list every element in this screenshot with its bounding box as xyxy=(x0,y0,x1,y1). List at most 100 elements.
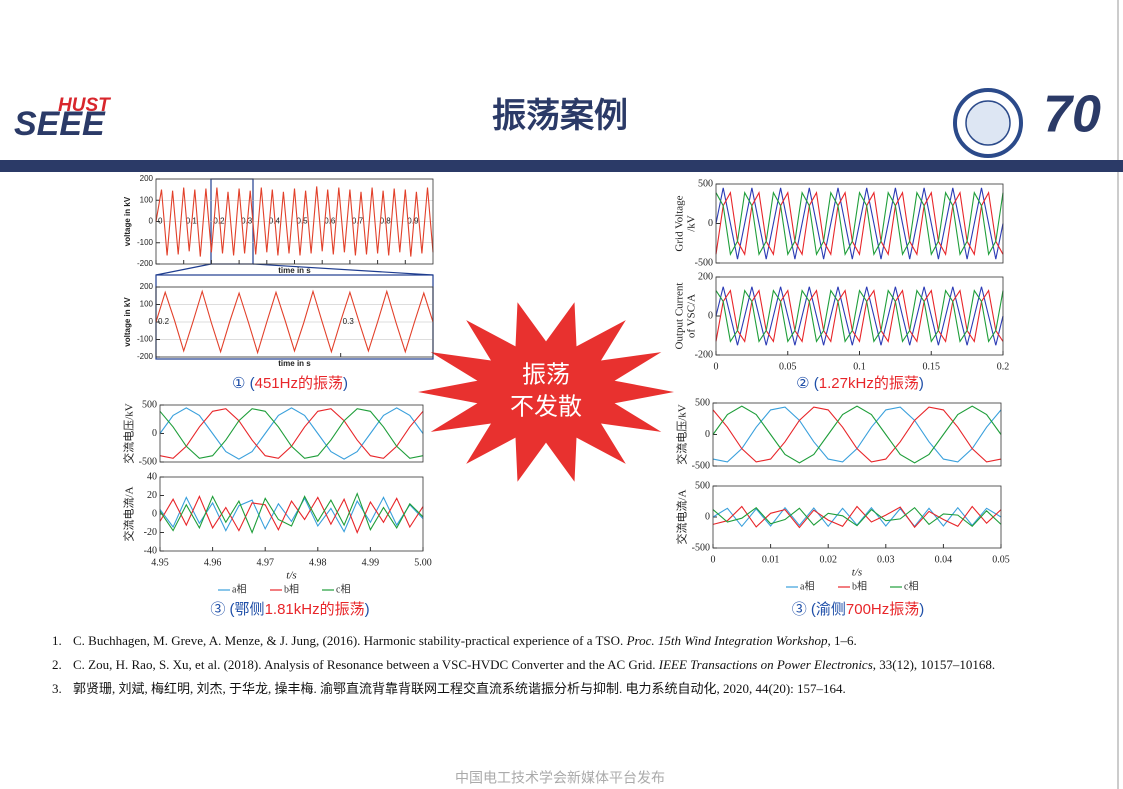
y-tick-label: 20 xyxy=(147,490,157,501)
reference-part: C. Zou, H. Rao, S. Xu, et al. (2018). An… xyxy=(73,657,659,672)
x-tick-label: 0.1 xyxy=(853,361,866,372)
x-tick-label: 0.2 xyxy=(997,361,1010,372)
y-tick-label: -200 xyxy=(137,259,154,268)
x-tick-label: 0.02 xyxy=(819,554,837,565)
caption-prefix: ③ (鄂侧 xyxy=(210,601,264,618)
waveform xyxy=(715,289,1004,343)
x-tick-label: 0.9 xyxy=(407,217,419,226)
emblem-inner xyxy=(965,100,1011,146)
waveform xyxy=(712,405,1002,464)
footer: 中国电工技术学会新媒体平台发布 xyxy=(455,770,665,786)
y-tick-label: 500 xyxy=(695,480,710,491)
x-tick-label: 0 xyxy=(158,217,163,226)
x-tick-label: 0.05 xyxy=(992,554,1010,565)
waveform xyxy=(159,408,424,459)
y-axis-label: of VSC/A xyxy=(686,294,698,338)
y-tick-label: 0 xyxy=(149,317,154,326)
caption: ① (451Hz的振荡) xyxy=(232,375,348,392)
waveform xyxy=(159,492,424,534)
x-tick-label: 5.00 xyxy=(414,557,432,568)
zoom-connector xyxy=(155,263,212,276)
x-tick-label: 0.5 xyxy=(297,217,309,226)
plot-frame xyxy=(159,404,424,463)
legend-label: a相 xyxy=(232,582,246,595)
x-tick-label: 0.15 xyxy=(923,361,941,372)
x-tick-label: 4.95 xyxy=(151,557,169,568)
y-axis-label: Grid Voltage xyxy=(674,195,686,251)
y-tick-label: 0 xyxy=(708,310,713,321)
y-axis-label: 交流电压/kV xyxy=(675,404,689,465)
y-tick-label: 0 xyxy=(149,217,154,226)
badge: 70 xyxy=(1043,86,1101,144)
caption-suffix: ) xyxy=(919,375,924,392)
waveform xyxy=(712,506,1002,528)
reference-number: 1. xyxy=(52,633,62,648)
waveform xyxy=(715,191,1004,257)
caption: ③ (鄂侧1.81kHz的振荡) xyxy=(210,601,369,618)
y-tick-label: 40 xyxy=(147,471,157,482)
y-tick-label: 100 xyxy=(140,195,154,204)
caption-suffix: ) xyxy=(919,601,924,618)
caption-highlight: 1.27kHz的振荡 xyxy=(819,375,919,392)
y-tick-label: 0 xyxy=(705,511,710,522)
waveform xyxy=(715,187,1004,260)
logo-main: SEEE xyxy=(14,105,106,143)
reference-number: 3. xyxy=(52,681,62,696)
plot-frame xyxy=(715,183,1004,264)
x-axis-label: time in s xyxy=(278,266,311,275)
y-axis-label: 交流电压/kV xyxy=(122,403,136,464)
y-axis-label: Output Current xyxy=(674,283,686,350)
plot-frame xyxy=(715,276,1004,356)
y-tick-label: -500 xyxy=(139,456,157,467)
x-tick-label: 4.97 xyxy=(256,557,274,568)
x-tick-label: 4.98 xyxy=(309,557,327,568)
x-tick-label: 0 xyxy=(714,361,719,372)
caption: ② (1.27kHz的振荡) xyxy=(796,375,924,392)
y-tick-label: 0 xyxy=(152,428,157,439)
logo-top: HUST xyxy=(58,95,111,116)
y-tick-label: 500 xyxy=(698,178,713,189)
y-tick-label: -200 xyxy=(137,352,154,361)
plot-frame xyxy=(159,476,424,552)
reference: C. Zou, H. Rao, S. Xu, et al. (2018). An… xyxy=(73,657,995,672)
waveform xyxy=(155,186,434,257)
caption-prefix: ② ( xyxy=(796,375,819,392)
burst-shape xyxy=(418,302,674,482)
reference-part: , 33(12), 10157–10168. xyxy=(873,657,995,672)
y-axis-label: voltage in kV xyxy=(123,196,132,246)
legend-label: b相 xyxy=(284,582,299,595)
y-axis-label: voltage in kV xyxy=(123,297,132,347)
y-tick-label: 100 xyxy=(140,300,154,309)
caption-highlight: 700Hz振荡 xyxy=(846,601,919,618)
reference-part: C. Buchhagen, M. Greve, A. Menze, & J. J… xyxy=(73,633,627,648)
waveform xyxy=(715,289,1004,343)
zoom-connector xyxy=(252,263,434,276)
y-tick-label: -20 xyxy=(144,527,157,538)
x-tick-label: 0.01 xyxy=(762,554,780,565)
x-axis-label: time in s xyxy=(278,359,311,368)
waveform xyxy=(712,505,1002,529)
x-axis-label: t/s xyxy=(852,567,862,579)
x-tick-label: 0.04 xyxy=(935,554,953,565)
caption-highlight: 1.81kHz的振荡 xyxy=(265,601,365,618)
caption-suffix: ) xyxy=(343,375,348,392)
x-tick-label: 0 xyxy=(711,554,716,565)
x-tick-label: 0.7 xyxy=(352,217,364,226)
caption-suffix: ) xyxy=(365,601,370,618)
y-tick-label: -100 xyxy=(137,335,154,344)
reference-part: 郭贤珊, 刘斌, 梅红明, 刘杰, 于华龙, 操丰梅. 渝鄂直流背靠背联网工程交… xyxy=(73,681,846,696)
plot-frame xyxy=(712,485,1002,549)
plot-frame xyxy=(155,286,434,358)
legend-label: c相 xyxy=(904,579,918,592)
caption-prefix: ① ( xyxy=(232,375,255,392)
x-tick-label: 0.03 xyxy=(877,554,895,565)
y-tick-label: 0 xyxy=(705,429,710,440)
y-axis-label: 交流电流/A xyxy=(122,486,136,541)
y-tick-label: -200 xyxy=(695,349,713,360)
reference: C. Buchhagen, M. Greve, A. Menze, & J. J… xyxy=(73,633,857,648)
caption: ③ (渝侧700Hz振荡) xyxy=(792,601,925,618)
reference-part: Proc. 15th Wind Integration Workshop xyxy=(626,633,828,648)
x-axis-label: t/s xyxy=(286,570,296,582)
